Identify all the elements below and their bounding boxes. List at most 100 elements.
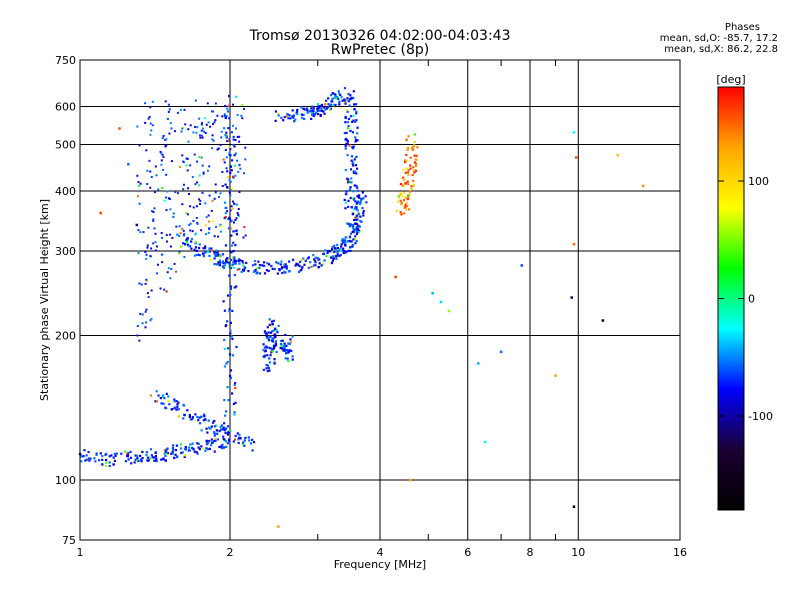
spread-point	[207, 214, 210, 217]
trace-point	[345, 137, 348, 141]
trace-point	[319, 113, 322, 116]
spread-point	[182, 160, 185, 163]
spread-point	[165, 138, 168, 141]
trace-point	[230, 169, 233, 172]
spread-point	[198, 184, 201, 187]
trace-point	[303, 117, 306, 120]
trace-point	[328, 108, 332, 111]
spread-point	[161, 261, 164, 264]
trace-point	[193, 450, 196, 453]
trace-point	[195, 253, 198, 256]
trace-point	[222, 265, 225, 268]
trace-point	[94, 460, 97, 463]
spread-point	[162, 168, 165, 171]
trace-point	[354, 136, 357, 139]
trace-point	[159, 397, 162, 400]
trace-point	[200, 429, 203, 432]
trace-point	[284, 352, 288, 355]
trace-point	[255, 272, 258, 275]
spread-point	[200, 156, 203, 159]
scatter-point	[554, 374, 557, 377]
spread-point	[179, 165, 182, 168]
spread-point	[239, 167, 242, 170]
trace-point	[292, 114, 296, 117]
trace-point	[284, 349, 287, 352]
spread-point	[216, 148, 219, 151]
trace-point	[416, 146, 419, 149]
trace-point	[215, 424, 218, 427]
spread-point	[185, 212, 188, 215]
spread-point	[169, 233, 172, 236]
trace-point	[346, 142, 349, 145]
spread-point	[160, 152, 163, 155]
spread-point	[213, 235, 216, 238]
trace-point	[291, 358, 294, 361]
trace-point	[167, 395, 170, 398]
trace-point	[164, 454, 167, 458]
trace-point	[104, 453, 107, 456]
trace-point	[286, 359, 290, 362]
trace-point	[349, 196, 352, 200]
trace-point	[191, 416, 194, 419]
trace-point	[215, 249, 218, 252]
trace-point	[85, 458, 88, 461]
y-tick-label: 600	[55, 101, 76, 114]
trace-point	[404, 203, 407, 206]
trace-point	[83, 449, 86, 452]
trace-point	[197, 446, 200, 449]
trace-point	[268, 323, 271, 326]
trace-point	[347, 124, 350, 128]
trace-point	[397, 195, 401, 198]
scatter-point	[394, 275, 397, 279]
trace-point	[222, 446, 225, 449]
trace-point	[226, 433, 230, 436]
spread-point	[238, 191, 241, 194]
spread-point	[204, 132, 207, 135]
x-tick-label: 10	[571, 546, 585, 559]
trace-point	[166, 452, 169, 455]
spread-point	[208, 165, 211, 168]
spread-point	[240, 114, 243, 117]
trace-point	[213, 432, 216, 435]
trace-point	[358, 196, 361, 199]
spread-point	[223, 161, 226, 164]
trace-point	[230, 392, 234, 395]
trace-point	[229, 180, 232, 183]
trace-point	[347, 249, 350, 253]
trace-point	[330, 261, 334, 265]
trace-point	[347, 178, 350, 181]
trace-point	[277, 324, 280, 327]
trace-point	[273, 336, 277, 339]
trace-point	[233, 154, 236, 157]
scatter-point	[483, 440, 487, 444]
trace-point	[354, 164, 358, 167]
trace-point	[127, 458, 130, 461]
trace-point	[317, 112, 320, 116]
trace-point	[336, 246, 339, 250]
trace-point	[404, 159, 407, 162]
spread-point	[165, 234, 168, 237]
trace-point	[271, 323, 274, 326]
trace-point	[351, 243, 354, 247]
trace-point	[273, 345, 276, 348]
trace-point	[233, 145, 236, 148]
trace-point	[273, 329, 276, 332]
trace-point	[176, 403, 179, 406]
x-tick-label: 6	[464, 546, 471, 559]
scatter-point	[570, 296, 573, 299]
trace-point	[402, 168, 405, 172]
trace-point	[224, 244, 228, 247]
trace-point	[268, 369, 271, 372]
spread-point	[234, 174, 237, 177]
trace-point	[354, 216, 357, 219]
trace-point	[291, 355, 294, 358]
trace-point	[330, 103, 333, 106]
trace-point	[191, 447, 194, 450]
trace-point	[232, 261, 235, 264]
trace-point	[226, 107, 229, 110]
trace-point	[317, 105, 320, 108]
trace-point	[344, 102, 347, 105]
spread-point	[219, 223, 222, 226]
trace-point	[208, 254, 211, 257]
trace-point	[227, 127, 230, 130]
